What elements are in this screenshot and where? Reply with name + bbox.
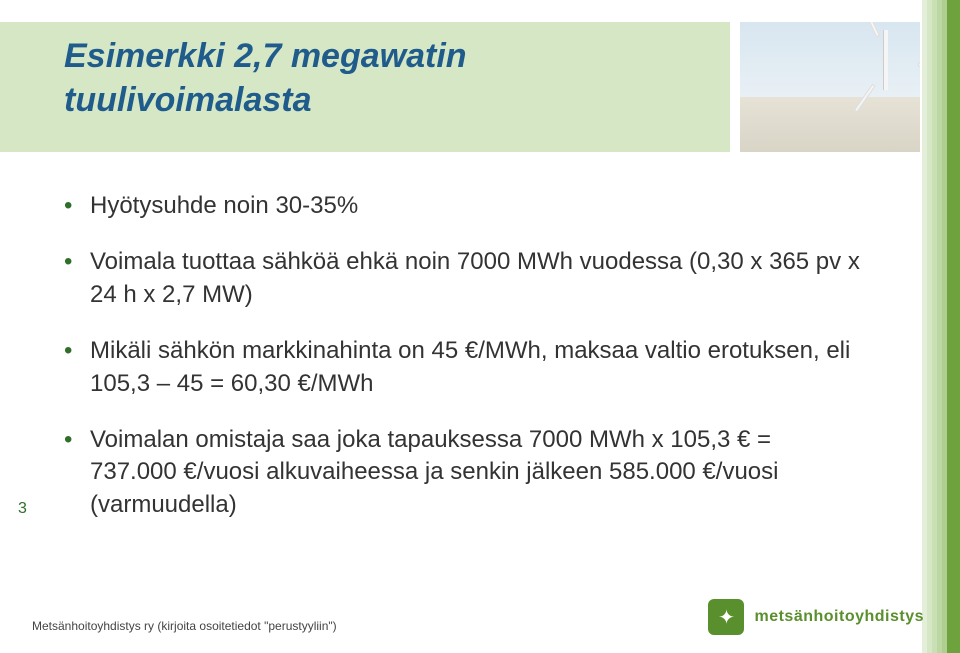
bullet-item: Voimalan omistaja saa joka tapauksessa 7… [64, 424, 864, 521]
slide-title: Esimerkki 2,7 megawatin tuulivoimalasta [64, 34, 467, 122]
bullet-text: Mikäli sähkön markkinahinta on 45 €/MWh,… [90, 337, 850, 396]
photo-sky [740, 22, 920, 97]
bullet-text: Voimala tuottaa sähköä ehkä noin 7000 MW… [90, 248, 860, 307]
slide: Esimerkki 2,7 megawatin tuulivoimalasta … [0, 0, 960, 653]
logo-label: metsänhoitoyhdistys [754, 608, 924, 626]
photo-snow [740, 97, 920, 152]
title-line-2: tuulivoimalasta [64, 81, 312, 119]
bullet-text: Hyötysuhde noin 30-35% [90, 192, 358, 219]
bullet-item: Mikäli sähkön markkinahinta on 45 €/MWh,… [64, 335, 864, 400]
bullet-list: Hyötysuhde noin 30-35% Voimala tuottaa s… [64, 190, 864, 545]
side-stripe [922, 0, 960, 653]
bullet-item: Voimala tuottaa sähköä ehkä noin 7000 MW… [64, 246, 864, 311]
title-line-1: Esimerkki 2,7 megawatin [64, 37, 467, 75]
bullet-item: Hyötysuhde noin 30-35% [64, 190, 864, 222]
turbine-pole [883, 30, 888, 90]
brand-logo: ✦ metsänhoitoyhdistys [708, 599, 924, 635]
page-number: 3 [18, 500, 27, 518]
wind-turbine-photo [740, 22, 920, 152]
logo-mark-icon: ✦ [708, 599, 744, 635]
footer-text: Metsänhoitoyhdistys ry (kirjoita osoitet… [32, 619, 337, 633]
bullet-text: Voimalan omistaja saa joka tapauksessa 7… [90, 426, 778, 518]
